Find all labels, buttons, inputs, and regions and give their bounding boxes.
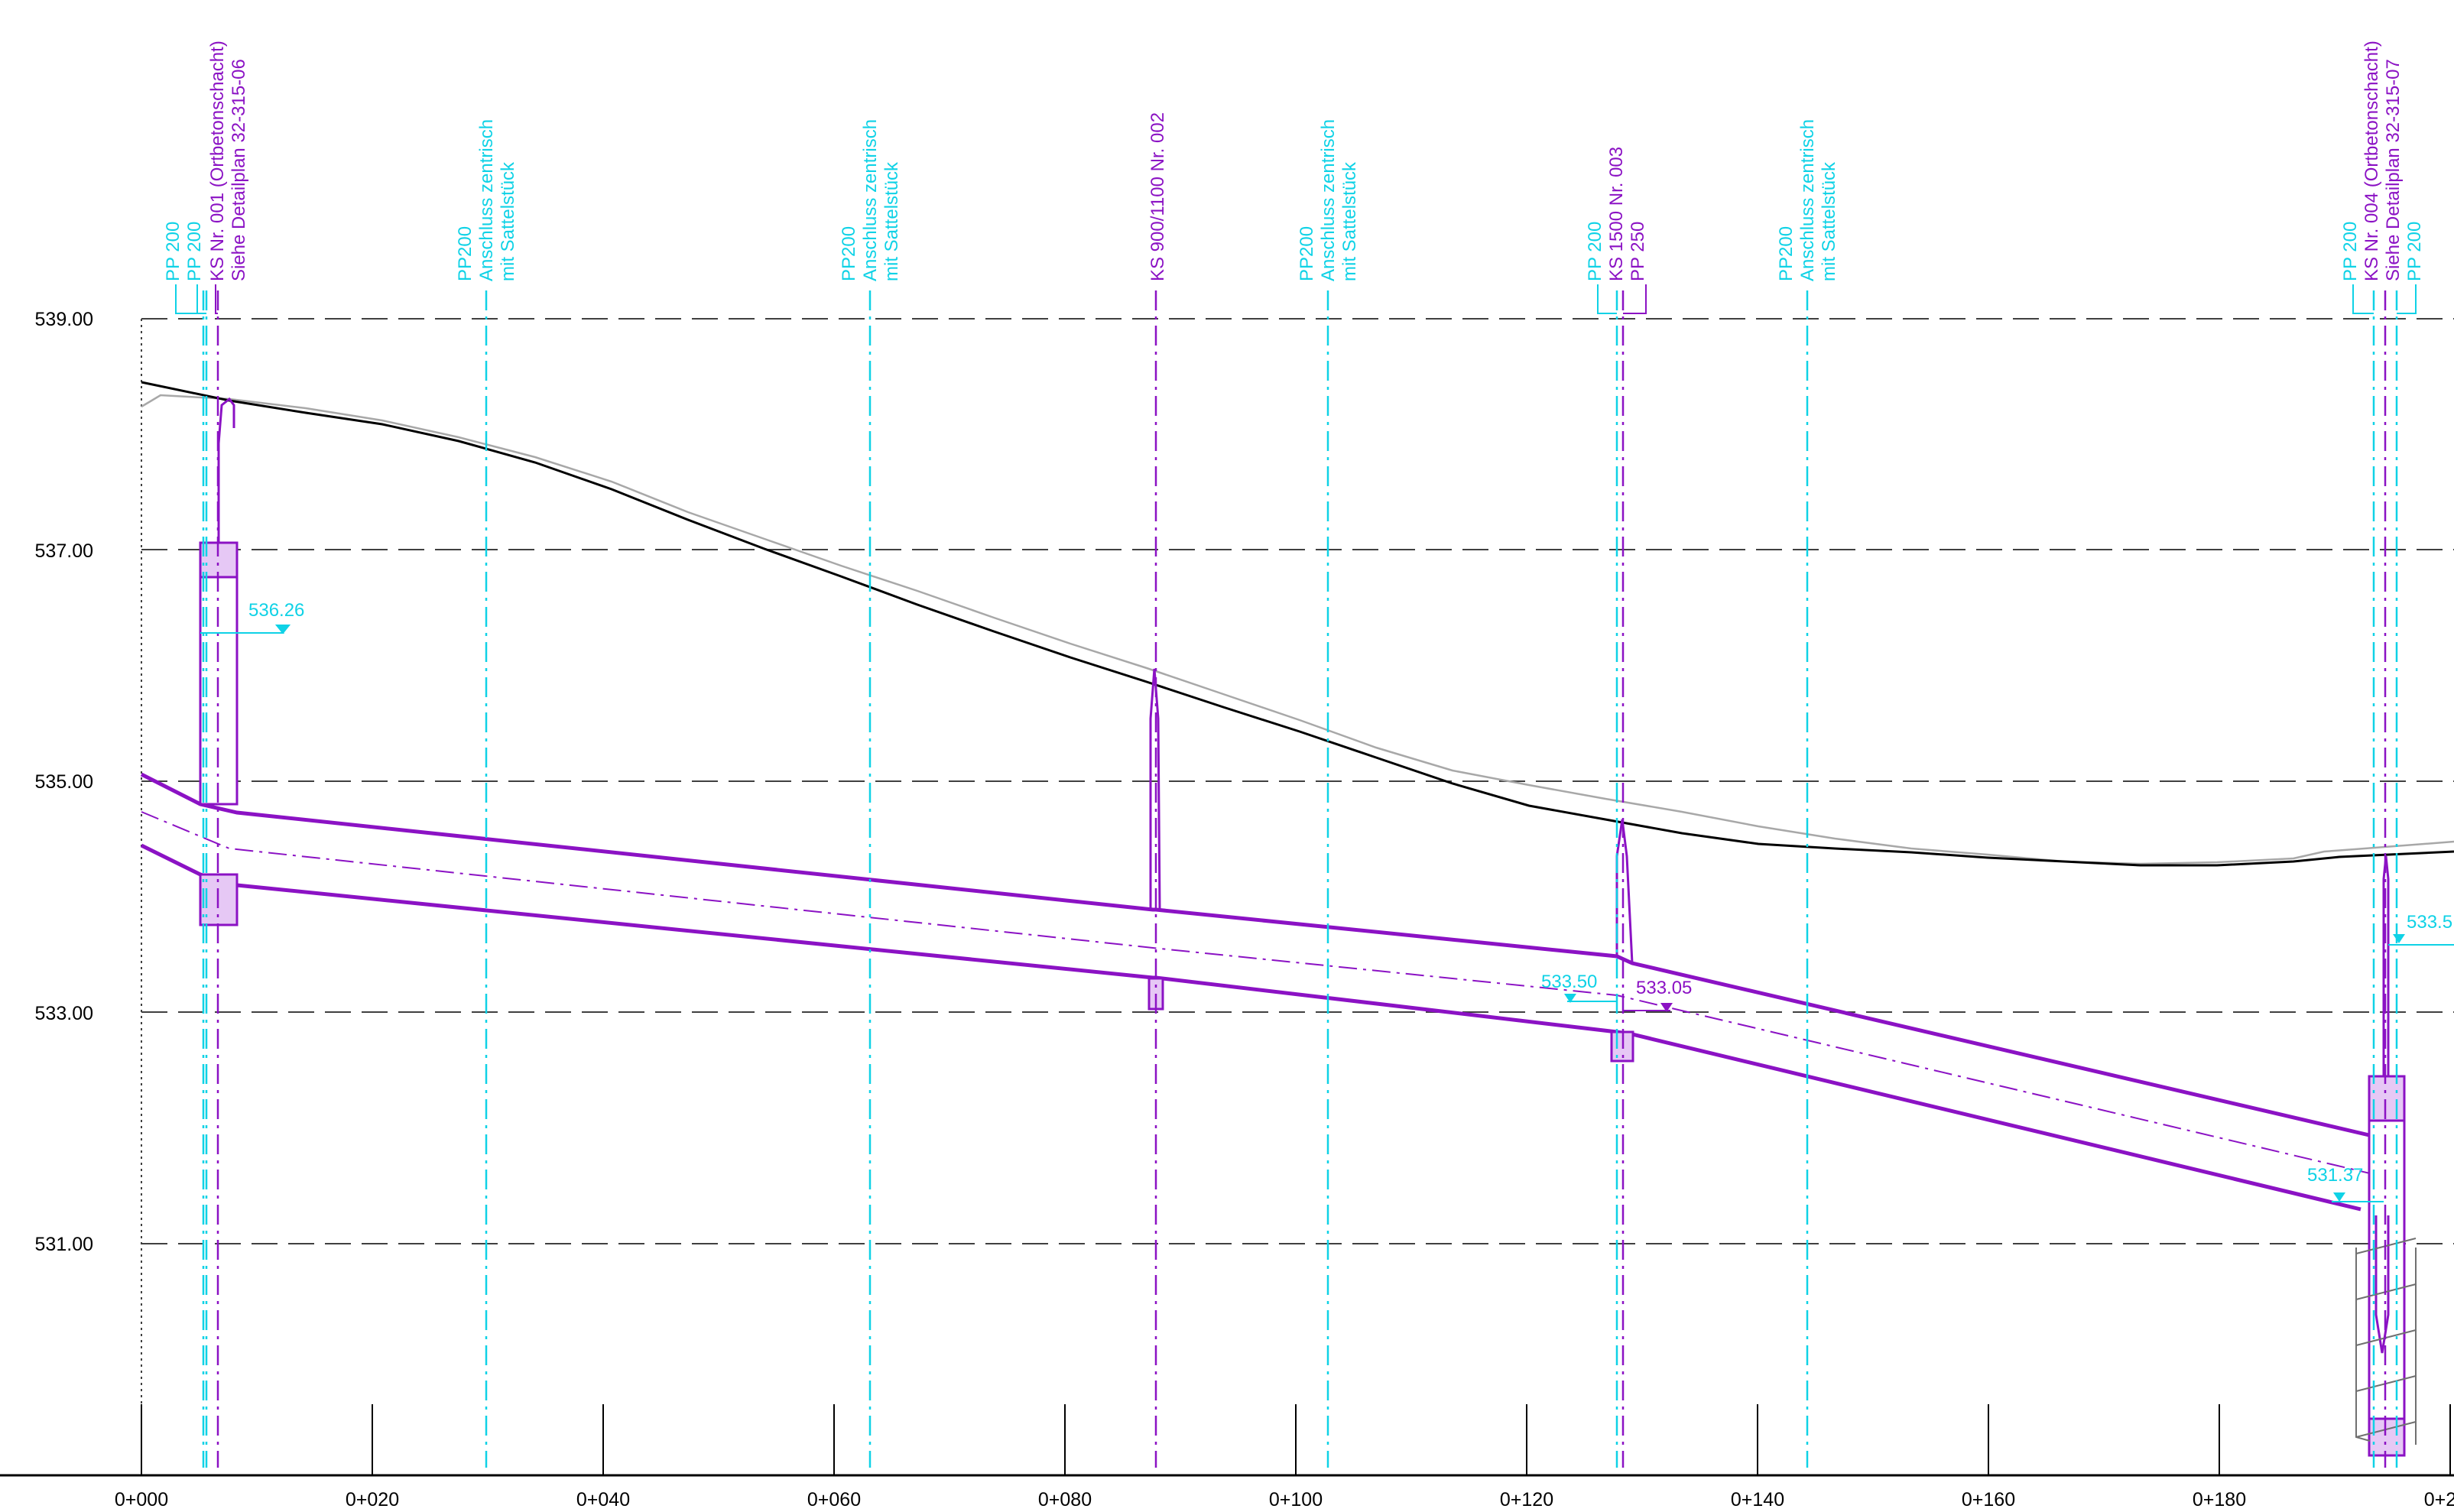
station-label: 0+2 [2424, 1489, 2454, 1510]
pipe-invert-line [140, 843, 2361, 1212]
pipe-axis-line [141, 811, 2371, 1174]
label-connection-type: Anschluss zentrisch [476, 119, 497, 281]
level-marker-531-37: 531.37 [2307, 1165, 2384, 1202]
label-pp200: PP 200 [184, 222, 205, 281]
manhole-ks-004 [2368, 855, 2406, 1457]
station-label: 0+080 [1038, 1489, 1092, 1510]
manhole-inner [2374, 1215, 2390, 1354]
label-connection-type: Anschluss zentrisch [1797, 119, 1818, 281]
label-connection-type: Anschluss zentrisch [860, 119, 881, 281]
manhole-cone [217, 397, 235, 543]
station-label: 0+160 [1962, 1489, 2015, 1510]
station-label: 0+180 [2193, 1489, 2246, 1510]
label-connection-type: Anschluss zentrisch [1318, 119, 1339, 281]
level-label: 533.50 [1541, 972, 1597, 992]
label-pp200: PP 200 [2340, 222, 2361, 281]
level-label: 533.5 [2407, 912, 2452, 933]
label-ks-001-detail: Siehe Detailplan 32-315-06 [229, 59, 249, 281]
level-label: 533.05 [1636, 978, 1692, 998]
label-ks-004: KS Nr. 004 (Ortbetonschacht) [2361, 41, 2382, 281]
label-ks-002: KS 900/1100 Nr. 002 [1147, 112, 1168, 281]
elevation-label: 535.00 [35, 771, 93, 793]
label-pp250: PP 250 [1628, 222, 1648, 281]
manhole-riser [1149, 668, 1161, 910]
label-pp200: PP 200 [1585, 222, 1605, 281]
design-terrain-line [141, 381, 2454, 867]
station-label: 0+060 [807, 1489, 861, 1510]
reference-lines [202, 290, 2398, 1468]
elevation-label: 539.00 [35, 309, 93, 330]
level-marker-536-26: 536.26 [200, 600, 304, 634]
vertical-labels: PP 200 PP 200 KS Nr. 001 (Ortbetonschach… [163, 41, 2425, 281]
label-ks-004-detail: Siehe Detailplan 32-315-07 [2383, 59, 2404, 281]
label-connection-fitting: mit Sattelstück [1819, 161, 1839, 281]
elevation-label: 531.00 [35, 1234, 93, 1255]
label-pp200: PP 200 [2404, 222, 2425, 281]
level-marker-533-edge: 533.5 [2388, 912, 2454, 946]
label-connection-fitting: mit Sattelstück [498, 161, 518, 281]
pipe-crown-line [140, 772, 2370, 1137]
station-label: 0+140 [1731, 1489, 1784, 1510]
existing-terrain-line [141, 394, 2454, 865]
sewer-pipe [140, 772, 2371, 1212]
label-connection-fitting: mit Sattelstück [1339, 161, 1360, 281]
label-leaders [175, 284, 2417, 314]
station-label: 0+040 [576, 1489, 630, 1510]
label-pp200: PP 200 [163, 222, 183, 281]
elevation-label: 533.00 [35, 1003, 93, 1024]
station-axis: 0+000 0+020 0+040 0+060 0+080 0+100 0+12… [0, 1404, 2454, 1510]
manhole-riser [1615, 819, 1634, 964]
label-connection-pipe: PP200 [1297, 226, 1317, 281]
label-ks-003: KS 1500 Nr. 003 [1606, 147, 1627, 281]
label-ks-001: KS Nr. 001 (Ortbetonschacht) [207, 41, 228, 281]
elevation-grid [141, 318, 2454, 1244]
level-marker-533-05: 533.05 [1623, 978, 1692, 1012]
elevation-label: 537.00 [35, 540, 93, 562]
station-label: 0+000 [115, 1489, 168, 1510]
station-label: 0+100 [1269, 1489, 1323, 1510]
level-annotations: 536.26 533.50 533.05 531.37 533.5 [200, 600, 2454, 1202]
station-label: 0+020 [346, 1489, 399, 1510]
label-connection-fitting: mit Sattelstück [881, 161, 902, 281]
level-marker-533-50: 533.50 [1541, 972, 1617, 1003]
label-connection-pipe: PP200 [839, 226, 859, 281]
level-label: 531.37 [2307, 1165, 2363, 1186]
station-label: 0+120 [1500, 1489, 1553, 1510]
elevation-axis: 539.00 537.00 535.00 533.00 531.00 [35, 309, 93, 1255]
label-connection-pipe: PP200 [455, 226, 476, 281]
label-connection-pipe: PP200 [1776, 226, 1797, 281]
manhole-base [2368, 1417, 2406, 1457]
level-label: 536.26 [248, 600, 304, 621]
